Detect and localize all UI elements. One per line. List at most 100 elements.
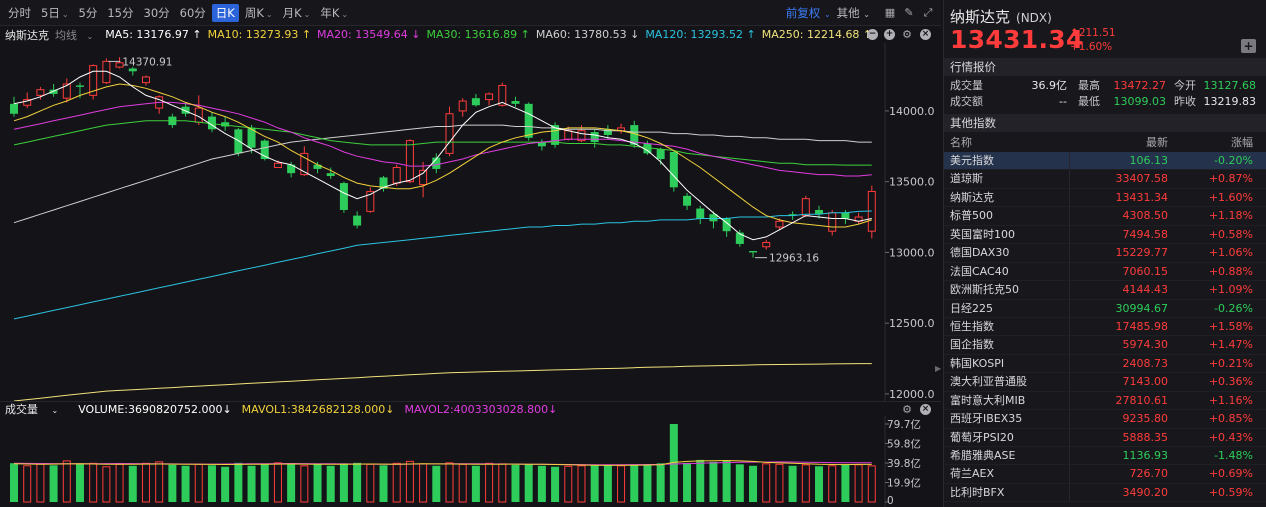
timeframe-tab-1[interactable]: 5日 ⌄: [37, 4, 73, 22]
column-divider: [1069, 447, 1070, 465]
index-name: 澳大利亚普通股: [950, 375, 1027, 389]
candle-body: [841, 212, 850, 219]
ma-type-dropdown[interactable]: 均线 ⌄: [55, 28, 94, 42]
close-icon[interactable]: ×: [920, 29, 931, 40]
index-last: 13431.34: [1115, 190, 1169, 204]
volume-background: [0, 416, 941, 507]
volume-bar: [485, 462, 494, 503]
index-row[interactable]: 荷兰AEX 726.70 +0.69%: [944, 465, 1266, 484]
candle-body: [762, 242, 771, 248]
index-name: 英国富时100: [950, 227, 1015, 241]
other-dropdown[interactable]: 其他 ⌄: [836, 6, 870, 20]
volume-bar: [194, 463, 203, 503]
expand-panel-icon[interactable]: ▶: [935, 364, 941, 373]
candlestick-chart[interactable]: 14000.0 13500.0 13000.0 12500.0 12000.0 ▶ 1437…: [0, 43, 941, 401]
index-row[interactable]: 法国CAC40 7060.15 +0.88%: [944, 262, 1266, 282]
volume-close-icon[interactable]: ×: [920, 404, 931, 415]
index-row[interactable]: 日经225 30994.67 -0.26%: [944, 299, 1266, 318]
volume-bar: [669, 424, 678, 502]
index-last: 5974.30: [1122, 338, 1169, 352]
candle: [828, 209, 837, 236]
grid-icon[interactable]: ▦: [884, 6, 896, 19]
timeframe-tab-0[interactable]: 分时: [4, 4, 35, 22]
draw-pencil-icon[interactable]: ✎: [904, 6, 914, 19]
adjust-dropdown[interactable]: 前复权 ⌄: [785, 6, 831, 20]
timeframe-tab-4[interactable]: 30分: [140, 4, 174, 22]
timeframe-tab-3[interactable]: 15分: [103, 4, 137, 22]
candle-body: [339, 183, 348, 210]
timeframe-tab-8[interactable]: 月K ⌄: [279, 4, 315, 22]
gear-icon[interactable]: ⚙: [902, 27, 912, 41]
plus-icon[interactable]: +: [884, 29, 895, 40]
timeframe-tab-2[interactable]: 5分: [75, 4, 102, 22]
volume-chart[interactable]: 79.7亿 59.8亿 39.8亿 19.9亿 0: [0, 416, 941, 507]
index-name: 葡萄牙PSI20: [950, 430, 1014, 444]
index-row[interactable]: 比利时BFX 3490.20 +0.59%: [944, 483, 1266, 503]
index-row[interactable]: 国企指数 5974.30 +1.47%: [944, 336, 1266, 355]
timeframe-tab-7[interactable]: 周K ⌄: [241, 4, 277, 22]
add-watchlist-button[interactable]: +: [1241, 39, 1256, 53]
volume-bar: [603, 464, 612, 502]
index-row[interactable]: 葡萄牙PSI20 5888.35 +0.43%: [944, 428, 1266, 447]
timeframe-tab-9[interactable]: 年K ⌄: [316, 4, 352, 22]
candle-body: [577, 130, 586, 142]
candle-body: [511, 101, 520, 104]
volume-axis-label: 79.7亿: [887, 418, 921, 431]
candle: [669, 150, 678, 192]
timeframe-tab-6[interactable]: 日K: [211, 3, 239, 22]
ma120-value: MA120: 13293.52 ↑: [645, 28, 756, 41]
candle: [62, 78, 71, 103]
volume-chart-controls: ⚙ ×: [895, 402, 931, 417]
candle-body: [181, 106, 190, 114]
index-row[interactable]: 韩国KOSPI 2408.73 +0.21%: [944, 354, 1266, 374]
index-row[interactable]: 西班牙IBEX35 9235.80 +0.85%: [944, 410, 1266, 429]
fullscreen-icon[interactable]: ⤢: [923, 6, 933, 19]
index-row[interactable]: 德国DAX30 15229.77 +1.06%: [944, 244, 1266, 263]
index-row[interactable]: 希腊雅典ASE 1136.93 -1.48%: [944, 447, 1266, 466]
index-row[interactable]: 英国富时100 7494.58 +0.58%: [944, 225, 1266, 245]
candle: [722, 217, 731, 237]
candle: [603, 125, 612, 140]
candle-body: [49, 89, 58, 94]
index-name: 希腊雅典ASE: [950, 449, 1016, 462]
ma10-value: MA10: 13273.93 ↑: [207, 28, 312, 41]
index-name: 西班牙IBEX35: [950, 412, 1023, 426]
candle-body: [485, 93, 494, 101]
volume-indicator-dropdown[interactable]: 成交量 ⌄: [5, 403, 59, 416]
ma60-line: [13, 124, 872, 224]
volume-bar: [630, 464, 639, 502]
volume-bar: [392, 462, 401, 503]
index-name: 法国CAC40: [950, 264, 1009, 278]
volume-bar: [405, 460, 414, 503]
high-marker-label: 14370.91: [122, 56, 172, 68]
index-last: 7143.00: [1122, 375, 1169, 389]
volume-bar: [722, 460, 731, 502]
candle-body: [643, 143, 652, 154]
last-price: 13431.34: [950, 25, 1084, 54]
index-name: 日经225: [950, 301, 993, 315]
chevron-down-icon: ⌄: [265, 9, 273, 19]
chevron-down-icon: ⌄: [303, 9, 311, 19]
index-row[interactable]: 富时意大利MIB 27810.61 +1.16%: [944, 391, 1266, 411]
candle-body: [260, 140, 269, 160]
index-row[interactable]: 澳大利亚普通股 7143.00 +0.36%: [944, 373, 1266, 392]
volume-legend: 成交量 ⌄ VOLUME:3690820752.000↓ MAVOL1:3842…: [0, 401, 941, 416]
volume-bar: [155, 461, 164, 503]
timeframe-tab-5[interactable]: 60分: [176, 4, 210, 22]
index-pct: +0.36%: [1208, 375, 1253, 389]
index-row[interactable]: 欧洲斯托克50 4144.43 +1.09%: [944, 281, 1266, 300]
index-last: 7494.58: [1122, 227, 1169, 241]
volume-gear-icon[interactable]: ⚙: [902, 402, 912, 416]
volume-bar: [234, 462, 243, 502]
volume-bar: [590, 465, 599, 502]
column-divider: [1069, 207, 1070, 225]
index-row[interactable]: 纳斯达克 13431.34 +1.60%: [944, 188, 1266, 208]
candle: [300, 146, 309, 177]
column-divider: [1069, 244, 1070, 262]
index-row[interactable]: 恒生指数 17485.98 +1.58%: [944, 317, 1266, 337]
minus-icon[interactable]: −: [867, 29, 878, 40]
index-row[interactable]: 美元指数 106.13 -0.20%: [944, 152, 1266, 171]
index-row[interactable]: 标普500 4308.50 +1.18%: [944, 207, 1266, 226]
index-row[interactable]: 道琼斯 33407.58 +0.87%: [944, 170, 1266, 189]
column-divider: [1069, 410, 1070, 428]
